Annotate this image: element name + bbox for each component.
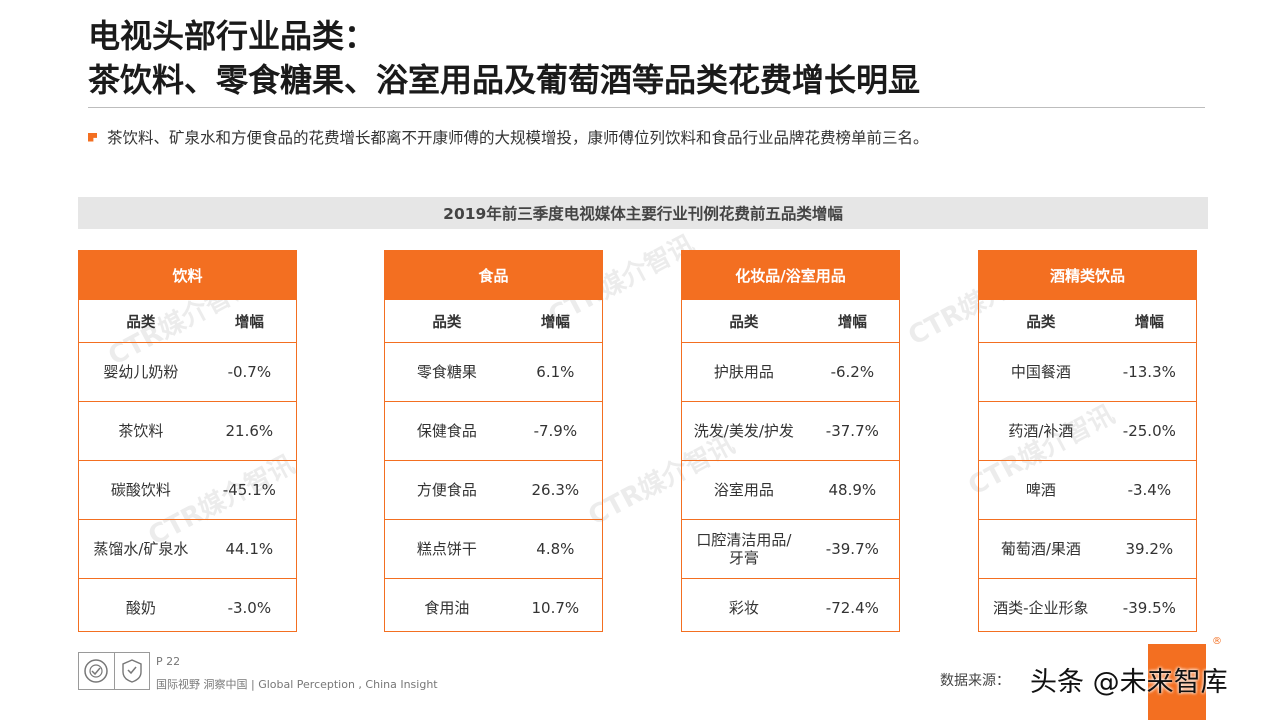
accreditation-badge-icon (115, 653, 150, 689)
col-category-header: 品类 (126, 314, 156, 331)
growth-cell: -7.9% (533, 422, 578, 440)
category-cell: 浴室用品 (713, 481, 774, 499)
category-cell: 洗发/美发/护发 (693, 422, 794, 440)
category-cell: 啤酒 (1025, 481, 1056, 499)
growth-cell: -3.4% (1127, 481, 1172, 499)
table-row: 碳酸饮料 -45.1% (79, 461, 296, 520)
panel-title: 化妆品/浴室用品 (682, 251, 899, 300)
title-line-1: 电视头部行业品类： (88, 17, 377, 55)
growth-cell: -13.3% (1122, 363, 1176, 381)
table-row: 酒类-企业形象 -39.5% (979, 579, 1196, 637)
column-headers: 品类 增幅 (79, 300, 296, 343)
category-cell: 保健食品 (416, 422, 477, 440)
category-cell: 彩妆 (728, 599, 759, 617)
title-line-2: 茶饮料、零食糖果、浴室用品及葡萄酒等品类花费增长明显 (88, 61, 921, 99)
category-cell: 酸奶 (125, 599, 156, 617)
category-cell: 食用油 (424, 599, 470, 617)
table-row: 婴幼儿奶粉 -0.7% (79, 343, 296, 402)
growth-cell: 39.2% (1125, 540, 1174, 558)
growth-cell: -39.7% (825, 540, 879, 558)
title-divider (88, 107, 1205, 108)
growth-cell: 10.7% (531, 599, 580, 617)
table-row: 药酒/补酒 -25.0% (979, 402, 1196, 461)
table-row: 葡萄酒/果酒 39.2% (979, 520, 1196, 579)
col-growth-header: 增幅 (234, 314, 264, 331)
panel-beverages: 饮料 品类 增幅 婴幼儿奶粉 -0.7% 茶饮料 21.6% 碳酸饮料 -45.1% … (78, 250, 297, 632)
panel-title: 酒精类饮品 (979, 251, 1196, 300)
category-cell: 碳酸饮料 (110, 481, 171, 499)
category-cell: 药酒/补酒 (1008, 422, 1074, 440)
col-category-header: 品类 (432, 314, 462, 331)
certification-logos (78, 652, 150, 690)
col-growth-header: 增幅 (540, 314, 570, 331)
column-headers: 品类 增幅 (385, 300, 602, 343)
table-row: 口腔清洁用品/牙膏 -39.7% (682, 520, 899, 579)
growth-cell: -0.7% (227, 363, 272, 381)
growth-cell: -25.0% (1122, 422, 1176, 440)
data-source: 数据来源： (940, 673, 1010, 689)
category-cell: 零食糖果 (416, 363, 477, 381)
growth-cell: 6.1% (536, 363, 575, 381)
table-row: 酸奶 -3.0% (79, 579, 296, 637)
col-growth-header: 增幅 (1134, 314, 1164, 331)
panel-title: 食品 (385, 251, 602, 300)
column-headers: 品类 增幅 (979, 300, 1196, 343)
column-headers: 品类 增幅 (682, 300, 899, 343)
category-cell: 护肤用品 (713, 363, 774, 381)
growth-cell: -72.4% (825, 599, 879, 617)
category-cell: 糕点饼干 (416, 540, 477, 558)
page-title: 电视头部行业品类： 茶饮料、零食糖果、浴室用品及葡萄酒等品类花费增长明显 (88, 14, 1208, 102)
table-row: 护肤用品 -6.2% (682, 343, 899, 402)
source-watermark-stamp: 头条 @未来智库 (1030, 667, 1228, 698)
bullet-point: 茶饮料、矿泉水和方便食品的花费增长都离不开康师傅的大规模增投，康师傅位列饮料和食… (88, 126, 929, 148)
panel-alcohol: 酒精类饮品 品类 增幅 中国餐酒 -13.3% 药酒/补酒 -25.0% 啤酒 -3.… (978, 250, 1197, 632)
banner-title: 2019年前三季度电视媒体主要行业刊例花费前五品类增幅 (443, 205, 843, 223)
category-cell: 酒类-企业形象 (993, 599, 1089, 617)
growth-cell: -6.2% (830, 363, 875, 381)
growth-cell: -37.7% (825, 422, 879, 440)
category-cell: 蒸馏水/矿泉水 (93, 540, 189, 558)
col-category-header: 品类 (729, 314, 759, 331)
table-row: 食用油 10.7% (385, 579, 602, 637)
table-row: 中国餐酒 -13.3% (979, 343, 1196, 402)
category-cell: 茶饮料 (118, 422, 164, 440)
footer-tagline: 国际视野 洞察中国 | Global Perception , China In… (156, 678, 438, 691)
category-cell: 方便食品 (416, 481, 477, 499)
growth-cell: 4.8% (536, 540, 575, 558)
growth-cell: -39.5% (1122, 599, 1176, 617)
growth-cell: 21.6% (225, 422, 274, 440)
page-number: P 22 (156, 655, 181, 668)
table-row: 浴室用品 48.9% (682, 461, 899, 520)
table-row: 蒸馏水/矿泉水 44.1% (79, 520, 296, 579)
panel-food: 食品 品类 增幅 零食糖果 6.1% 保健食品 -7.9% 方便食品 26.3% 糕点… (384, 250, 603, 632)
category-cell: 口腔清洁用品/牙膏 (696, 531, 792, 567)
growth-cell: -45.1% (222, 481, 276, 499)
table-row: 方便食品 26.3% (385, 461, 602, 520)
registered-mark: ® (1212, 636, 1222, 647)
col-growth-header: 增幅 (837, 314, 867, 331)
bullet-text: 茶饮料、矿泉水和方便食品的花费增长都离不开康师傅的大规模增投，康师傅位列饮料和食… (107, 129, 929, 147)
category-cell: 婴幼儿奶粉 (103, 363, 179, 381)
table-row: 茶饮料 21.6% (79, 402, 296, 461)
panel-title: 饮料 (79, 251, 296, 300)
table-row: 啤酒 -3.4% (979, 461, 1196, 520)
table-row: 洗发/美发/护发 -37.7% (682, 402, 899, 461)
col-category-header: 品类 (1026, 314, 1056, 331)
panel-cosmetics: 化妆品/浴室用品 品类 增幅 护肤用品 -6.2% 洗发/美发/护发 -37.7% … (681, 250, 900, 632)
category-cell: 葡萄酒/果酒 (1000, 540, 1081, 558)
section-banner: 2019年前三季度电视媒体主要行业刊例花费前五品类增幅 (78, 197, 1208, 229)
growth-cell: 48.9% (828, 481, 877, 499)
table-row: 保健食品 -7.9% (385, 402, 602, 461)
table-row: 彩妆 -72.4% (682, 579, 899, 637)
table-row: 零食糖果 6.1% (385, 343, 602, 402)
corner-accent-tab (1148, 644, 1206, 720)
category-cell: 中国餐酒 (1010, 363, 1071, 381)
growth-cell: -3.0% (227, 599, 272, 617)
bullet-marker-icon (88, 132, 97, 142)
growth-cell: 26.3% (531, 481, 580, 499)
growth-cell: 44.1% (225, 540, 274, 558)
quality-seal-icon (79, 653, 115, 689)
table-row: 糕点饼干 4.8% (385, 520, 602, 579)
